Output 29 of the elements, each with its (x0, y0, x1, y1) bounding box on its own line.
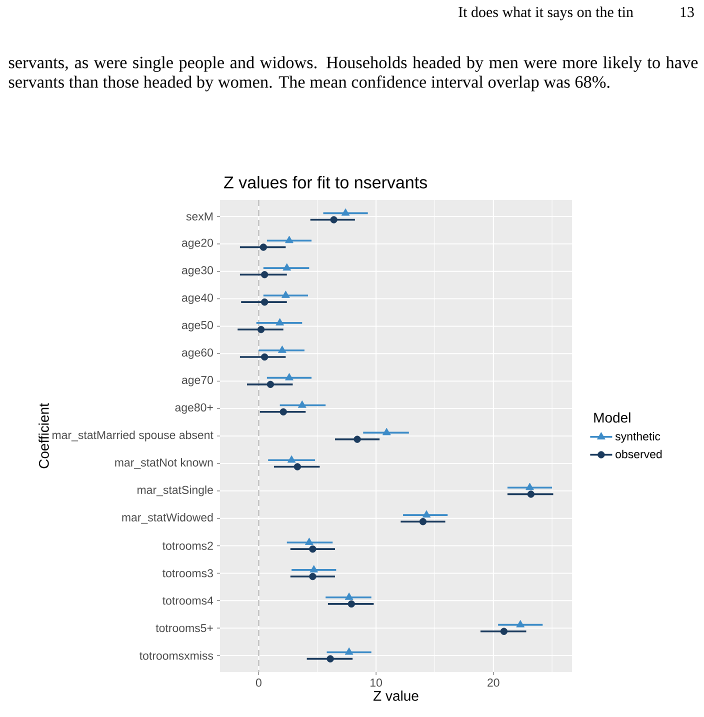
legend-title: Model (594, 412, 630, 423)
y-tick-label: age40 (182, 294, 214, 304)
y-tick-label: mar_statNot known (115, 458, 213, 469)
y-tick-label: age60 (182, 348, 214, 359)
y-tick-label: age70 (182, 376, 214, 386)
y-tick-label: mar_statSingle (138, 486, 213, 496)
y-tick-label: totrooms4 (162, 596, 214, 605)
y-tick-label: age30 (182, 266, 214, 277)
y-tick-label: age80+ (175, 403, 213, 414)
chart-title: Z values for fit to nservants (224, 176, 427, 188)
y-tick-label: mar_statWidowed (122, 513, 213, 524)
y-tick-label: totrooms2 (162, 542, 213, 550)
x-tick-label: 10 (370, 678, 382, 687)
text: servants, as were single people and widows. Households headed by men were more likely to have servants than those headed by women. The mean confidence interval overlap was 68%. (8, 56, 698, 92)
y-tick-label: mar_statMarried spouse absent (52, 430, 214, 442)
text: It does what it says on the tin (458, 6, 634, 20)
y-tick-label: totrooms5+ (156, 624, 213, 632)
x-axis-title: Z value (373, 690, 418, 701)
y-tick-label: age50 (182, 321, 214, 332)
text: 13 (680, 7, 694, 18)
legend-label: synthetic (615, 432, 660, 443)
y-tick-label: totrooms3 (162, 569, 213, 578)
legend-label: observed (616, 450, 662, 458)
y-tick-label: sexM (186, 212, 213, 220)
x-tick-label: 0 (256, 678, 262, 687)
y-tick-label: totroomsxmiss (140, 651, 214, 660)
y-tick-label: age20 (182, 238, 214, 250)
x-tick-label: 20 (488, 678, 500, 687)
y-axis-title: Coefficient (38, 403, 49, 468)
